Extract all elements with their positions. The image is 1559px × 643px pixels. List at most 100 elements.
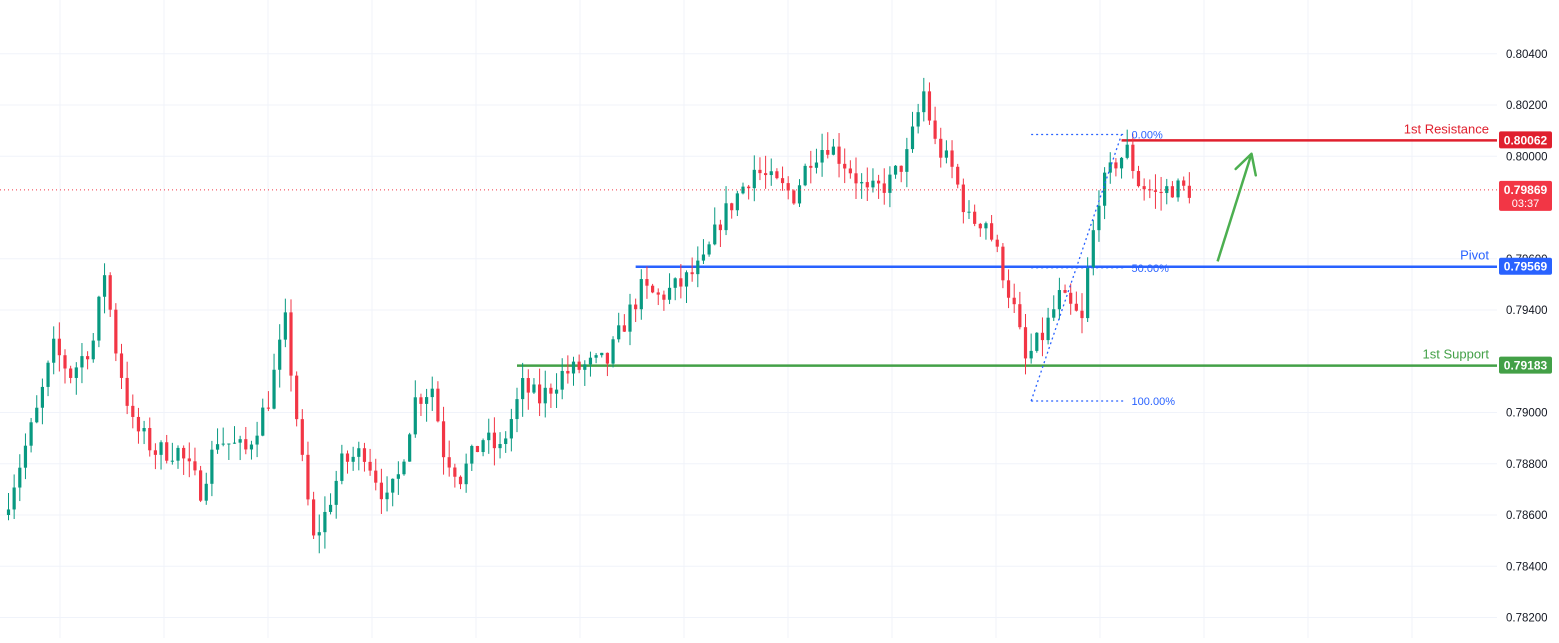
- candle: [538, 368, 542, 417]
- candle: [221, 427, 225, 447]
- candle: [170, 442, 174, 465]
- candle-body: [91, 340, 95, 360]
- candle: [334, 470, 338, 519]
- candle: [57, 322, 61, 372]
- candle: [453, 463, 457, 488]
- price-tag: [1499, 257, 1552, 275]
- candle-body: [210, 449, 214, 484]
- candle: [46, 360, 50, 397]
- price-axis-bg[interactable]: [1497, 0, 1559, 638]
- candle: [272, 353, 276, 410]
- candle: [204, 472, 208, 505]
- candle: [775, 168, 779, 180]
- candle-body: [165, 442, 169, 461]
- candle: [1148, 179, 1152, 199]
- candle: [385, 476, 389, 512]
- candle-body: [18, 467, 22, 488]
- candle: [244, 426, 248, 455]
- candle: [1114, 158, 1118, 177]
- candle: [910, 111, 915, 153]
- candle: [944, 140, 948, 164]
- candle: [125, 361, 129, 415]
- candle: [713, 207, 717, 246]
- candle-body: [408, 434, 412, 462]
- candle: [933, 106, 937, 145]
- candle-body: [967, 211, 971, 213]
- price-tag-label: 0.79569: [1504, 260, 1548, 274]
- candle-body: [487, 432, 491, 441]
- projection-arrow[interactable]: [1216, 153, 1253, 262]
- candle: [554, 373, 559, 409]
- candle-body: [362, 448, 367, 462]
- candle: [1165, 178, 1169, 205]
- candle-body: [554, 389, 559, 394]
- candle: [1159, 176, 1163, 211]
- candle: [464, 453, 468, 493]
- candle-body: [634, 304, 638, 310]
- candle: [1091, 219, 1095, 276]
- candle-body: [1006, 280, 1011, 298]
- candle: [436, 381, 440, 423]
- y-tick-label: 0.78600: [1506, 510, 1548, 522]
- candle: [1182, 176, 1186, 191]
- candle-body: [1018, 304, 1022, 328]
- candle-body: [764, 173, 768, 176]
- candle-body: [385, 492, 389, 500]
- candle-body: [413, 397, 417, 435]
- candle: [114, 303, 118, 362]
- candle-body: [1142, 186, 1146, 190]
- candle: [521, 362, 525, 417]
- candle: [295, 371, 299, 427]
- fibonacci-retracement: 0.00% 50.00% 100.00%: [1030, 130, 1175, 408]
- candle: [6, 492, 11, 521]
- candle-body: [1012, 297, 1016, 305]
- candle-body: [402, 461, 406, 475]
- candle-body: [340, 453, 344, 481]
- level-name: 1st Resistance: [1404, 121, 1489, 136]
- y-tick-label: 0.78400: [1506, 561, 1548, 573]
- candle: [379, 468, 383, 514]
- candle: [747, 184, 751, 200]
- candle: [600, 352, 604, 358]
- candle: [419, 393, 423, 416]
- price-axis[interactable]: 0.804000.802000.800000.796000.794000.790…: [1497, 0, 1559, 638]
- candle-body: [526, 378, 530, 393]
- candle-body: [86, 356, 90, 360]
- fib-trend-line: [1030, 134, 1123, 402]
- candle: [792, 189, 796, 205]
- candle: [588, 351, 593, 377]
- candle-body: [1080, 310, 1084, 319]
- candle: [148, 417, 152, 457]
- candle: [1131, 133, 1135, 179]
- candle-body: [1029, 350, 1033, 359]
- candle-body: [475, 445, 480, 453]
- candle-body: [995, 239, 999, 247]
- candle-body: [266, 407, 270, 409]
- candle: [374, 458, 378, 491]
- candle-body: [193, 461, 197, 471]
- level-name: Pivot: [1460, 248, 1489, 263]
- annotations: [0, 152, 1497, 262]
- candle-body: [538, 384, 542, 404]
- candle-body: [1046, 317, 1050, 341]
- candle-body: [803, 165, 807, 186]
- candle: [159, 440, 163, 470]
- candle-body: [63, 355, 67, 369]
- candle-body: [12, 487, 16, 510]
- candle: [142, 420, 146, 445]
- candle-body: [244, 439, 248, 450]
- candle: [814, 148, 819, 174]
- candle-body: [707, 244, 711, 255]
- candle: [950, 140, 954, 179]
- candle-body: [441, 421, 446, 458]
- candle-body: [780, 178, 785, 184]
- candle-body: [990, 223, 994, 240]
- candle-body: [153, 450, 157, 455]
- candle: [1063, 284, 1067, 294]
- candle-body: [1187, 185, 1191, 198]
- candle-body: [809, 165, 813, 168]
- candle-body: [600, 352, 604, 356]
